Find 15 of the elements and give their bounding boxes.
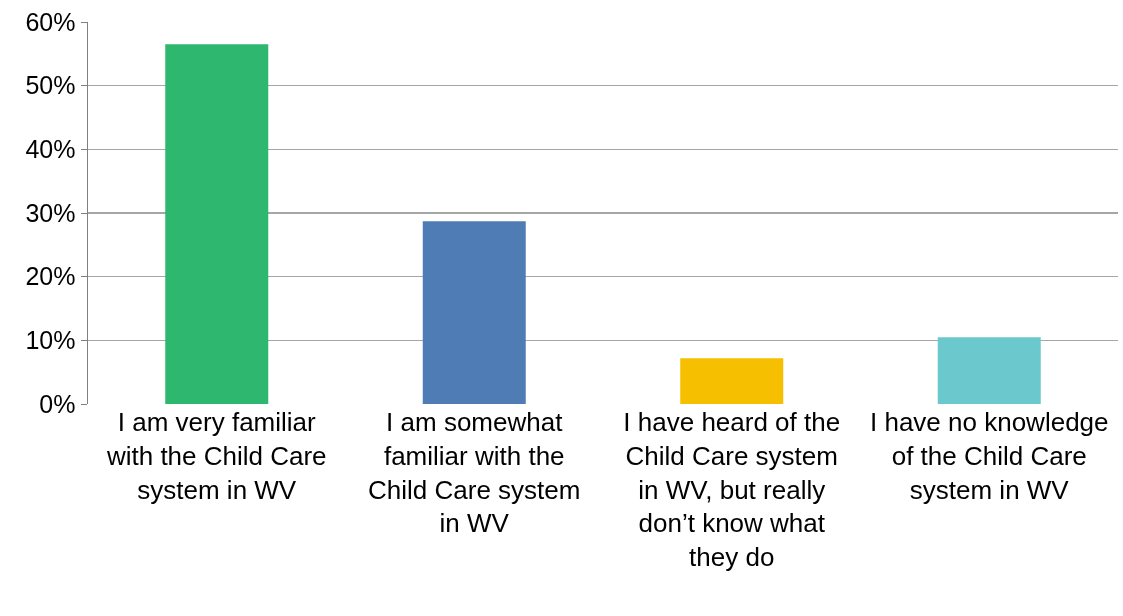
bar — [422, 221, 526, 404]
y-tick-label: 60% — [25, 7, 76, 36]
bar — [937, 337, 1041, 404]
y-tick-label: 10% — [25, 326, 76, 355]
x-tick-label: I am very familiar with the Child Care system in WV — [105, 407, 327, 505]
bar — [680, 358, 784, 404]
y-tick-label: 20% — [25, 262, 76, 291]
x-tick-label: I have heard of the Child Care system in WV, but really don’t know what they do — [623, 407, 841, 573]
x-tick-label: I am somewhat familiar with the Child Care system in WV — [368, 407, 581, 539]
x-tick-label: I have no knowledge of the Child Care system in WV — [869, 407, 1109, 505]
y-tick-label: 50% — [25, 71, 76, 100]
y-tick-label: 30% — [25, 198, 76, 227]
y-tick-label: 0% — [39, 389, 76, 418]
y-tick-label: 40% — [25, 135, 76, 164]
bar — [165, 44, 269, 404]
